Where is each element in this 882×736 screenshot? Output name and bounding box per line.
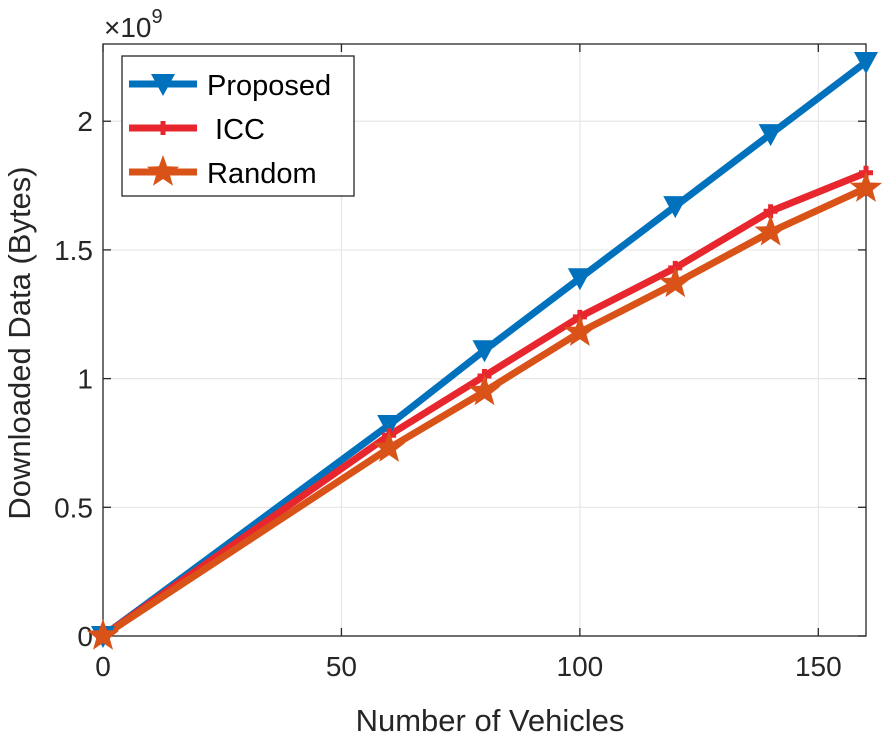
data-point-proposed: [663, 196, 688, 219]
x-axis-label: Number of Vehicles: [356, 703, 625, 736]
markers-random: [86, 171, 882, 650]
data-point-proposed: [377, 414, 402, 437]
y-multiplier-exponent: 9: [152, 6, 163, 28]
data-point-random: [754, 214, 787, 246]
axis-ticks: 0 50 100 150 0 0.5 1 1.5 2: [54, 44, 866, 682]
legend: Proposed ICC Random: [121, 55, 355, 197]
series-markers: [86, 52, 882, 650]
y-axis-label: Downloaded Data (Bytes): [2, 166, 37, 519]
y-multiplier-base: ×10: [104, 12, 152, 43]
legend-item-random: Random: [129, 155, 317, 190]
data-point-random: [373, 431, 406, 462]
legend-marker-icc: [156, 121, 170, 135]
data-point-random: [563, 315, 596, 346]
y-tick-label: 1: [77, 364, 93, 395]
legend-marker-proposed: [151, 74, 175, 96]
legend-label-random: Random: [207, 158, 317, 190]
data-point-proposed: [854, 52, 878, 75]
y-axis-multiplier: ×109: [104, 6, 163, 43]
data-point-proposed: [758, 124, 783, 147]
data-point-proposed: [472, 340, 497, 363]
legend-item-icc: ICC: [129, 114, 265, 146]
x-tick-label: 50: [326, 651, 357, 682]
y-tick-label: 0: [77, 621, 93, 652]
data-point-random: [468, 374, 501, 406]
x-tick-label: 0: [95, 651, 111, 682]
x-tick-label: 150: [795, 651, 842, 682]
y-tick-label: 2: [77, 106, 93, 137]
data-point-proposed: [567, 268, 592, 291]
legend-marker-random: [146, 155, 180, 186]
series-line-random: [99, 184, 870, 640]
y-tick-label: 1.5: [54, 235, 93, 266]
legend-label-proposed: Proposed: [207, 70, 331, 102]
data-point-random: [849, 171, 882, 202]
legend-label-icc: ICC: [207, 114, 265, 146]
data-point-random: [659, 266, 692, 298]
data-point-random: [86, 619, 120, 650]
x-tick-label: 100: [557, 651, 604, 682]
plot-area: [102, 43, 867, 637]
y-tick-label: 0.5: [54, 492, 93, 523]
legend-item-proposed: Proposed: [129, 70, 331, 102]
